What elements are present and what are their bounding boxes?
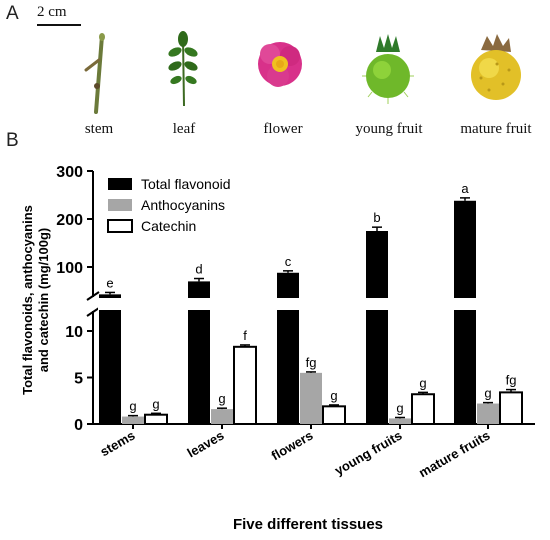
significance-letter: g: [396, 400, 403, 415]
bar: [277, 272, 299, 424]
axis-break-mark: [86, 307, 100, 317]
significance-letter: f: [243, 328, 247, 343]
significance-letter: fg: [306, 355, 317, 370]
tissue-label-young-fruit: young fruit: [355, 121, 423, 137]
x-tick-label: young fruits: [332, 428, 405, 479]
legend-label: Catechin: [141, 218, 196, 234]
bar: [99, 294, 121, 424]
significance-letter: g: [152, 396, 159, 411]
bar: [322, 405, 346, 425]
bar: [477, 403, 499, 424]
significance-letter: g: [129, 399, 136, 414]
x-tick-label: mature fruits: [416, 428, 492, 481]
significance-letter: g: [419, 375, 426, 390]
scale-bar: [37, 24, 81, 26]
y-tick-label: 0: [74, 417, 83, 434]
bar: [188, 281, 210, 424]
axis-break-mark: [86, 291, 100, 301]
bar-break-gap: [365, 298, 389, 310]
bar: [411, 393, 435, 425]
panel-b-letter: B: [6, 130, 19, 151]
y-tick-label: 10: [65, 324, 83, 341]
flower-photo: [258, 42, 302, 87]
young-fruit-photo: [362, 34, 414, 104]
bar: [366, 231, 388, 424]
bar: [233, 345, 257, 425]
tissue-label-flower: flower: [263, 121, 303, 137]
significance-letter: d: [195, 262, 202, 277]
bar: [144, 413, 168, 426]
bar: [389, 418, 411, 424]
tissue-label-stem: stem: [84, 121, 114, 137]
significance-letter: b: [373, 210, 380, 225]
significance-letter: e: [106, 275, 113, 290]
bar: [300, 372, 322, 424]
bar-break-gap: [98, 298, 122, 310]
y-tick-label: 300: [56, 164, 83, 181]
y-axis-title-line1: Total flavonoids, anthocyanins: [20, 205, 35, 395]
leaf-photo: [168, 31, 198, 107]
mature-fruit-photo: [471, 34, 521, 100]
significance-letter: a: [461, 181, 469, 196]
scale-label: 2 cm: [37, 4, 67, 20]
x-tick-label: leaves: [185, 428, 227, 461]
y-tick-label: 100: [56, 260, 83, 277]
legend-label: Anthocyanins: [141, 197, 225, 213]
significance-letter: g: [330, 388, 337, 403]
legend-swatch: [107, 219, 133, 233]
bar: [454, 200, 476, 424]
bar: [122, 416, 144, 424]
tissue-label-leaf: leaf: [172, 121, 196, 137]
significance-letter: g: [218, 391, 225, 406]
bar: [499, 391, 523, 426]
bar-break-gap: [453, 298, 477, 310]
panel-a-letter: A: [6, 3, 19, 24]
bar-break-gap: [276, 298, 300, 310]
legend: Total flavonoid Anthocyanins Catechin: [107, 176, 231, 234]
y-tick-label: 5: [74, 371, 83, 388]
x-tick-label: flowers: [269, 428, 316, 464]
x-axis-title: Five different tissues: [233, 516, 383, 533]
legend-label: Total flavonoid: [141, 176, 231, 192]
legend-swatch: [108, 199, 132, 211]
x-tick-label: stems: [97, 428, 137, 460]
y-axis-title-line2: and catechin (mg/100g): [36, 228, 51, 372]
legend-swatch: [108, 178, 132, 190]
tissue-label-mature-fruit: mature fruit: [460, 121, 532, 137]
bar-break-gap: [187, 298, 211, 310]
bar: [211, 409, 233, 424]
stem-photo: [84, 33, 105, 114]
significance-letter: c: [285, 254, 292, 269]
significance-letter: g: [484, 386, 491, 401]
significance-letter: fg: [506, 373, 517, 388]
y-tick-label: 200: [56, 212, 83, 229]
